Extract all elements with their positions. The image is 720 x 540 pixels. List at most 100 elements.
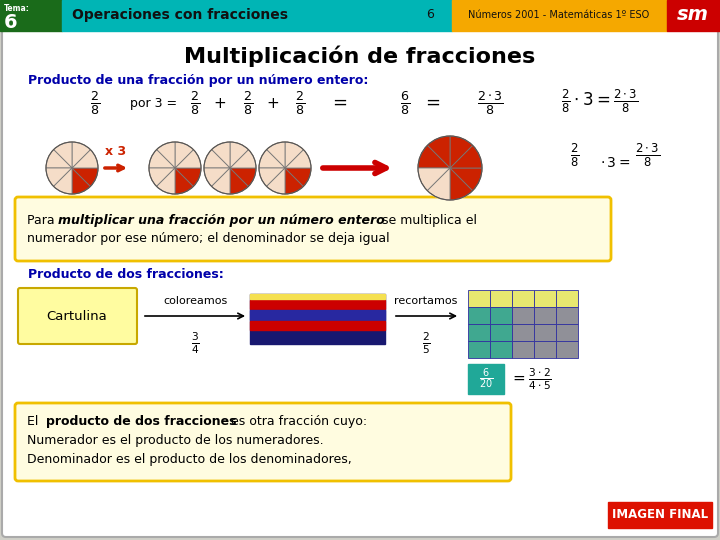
Text: Denominador es el producto de los denominadores,: Denominador es el producto de los denomi… (27, 453, 352, 466)
Circle shape (259, 142, 311, 194)
Wedge shape (285, 150, 311, 168)
Text: $\frac{2}{8}$: $\frac{2}{8}$ (295, 89, 305, 117)
Wedge shape (149, 168, 175, 186)
Text: $\frac{2}{8} \cdot 3 = \frac{2 \cdot 3}{8}$: $\frac{2}{8} \cdot 3 = \frac{2 \cdot 3}{… (562, 87, 639, 114)
Text: Tema:: Tema: (4, 4, 30, 13)
Text: multiplicar una fracción por un número entero: multiplicar una fracción por un número e… (58, 214, 384, 227)
Wedge shape (450, 168, 472, 200)
Wedge shape (72, 168, 98, 186)
Text: $\frac{2}{8}$: $\frac{2}{8}$ (90, 89, 100, 117)
Bar (534, 290, 556, 307)
Wedge shape (204, 168, 230, 186)
Wedge shape (175, 142, 194, 168)
Text: $\frac{2 \cdot 3}{8}$: $\frac{2 \cdot 3}{8}$ (636, 141, 660, 168)
Bar (62, 0, 407, 31)
Bar (512, 307, 534, 324)
Text: $\cdot\,3 = $: $\cdot\,3 = $ (600, 156, 630, 170)
Text: se multiplica el: se multiplica el (378, 214, 477, 227)
Text: Multiplicación de fracciones: Multiplicación de fracciones (184, 45, 536, 67)
Text: =: = (333, 94, 348, 112)
Wedge shape (450, 145, 482, 168)
Wedge shape (53, 142, 72, 168)
Bar (556, 307, 578, 324)
Bar (0, 0, 62, 31)
Wedge shape (204, 150, 230, 168)
Text: producto de dos fracciones: producto de dos fracciones (46, 415, 236, 428)
Text: numerador por ese número; el denominador se deja igual: numerador por ese número; el denominador… (27, 232, 390, 245)
Bar (608, 502, 712, 528)
Text: es otra fracción cuyo:: es otra fracción cuyo: (227, 415, 367, 428)
Text: Operaciones con fracciones: Operaciones con fracciones (72, 8, 288, 22)
Bar (534, 307, 556, 324)
Wedge shape (418, 145, 450, 168)
Wedge shape (212, 142, 230, 168)
Bar (512, 341, 534, 358)
FancyBboxPatch shape (15, 197, 611, 261)
Text: $\frac{2}{8}$: $\frac{2}{8}$ (570, 141, 580, 168)
Wedge shape (285, 142, 303, 168)
Wedge shape (46, 150, 72, 168)
Bar (407, 0, 452, 31)
Wedge shape (418, 168, 450, 191)
Text: Para: Para (27, 214, 58, 227)
FancyBboxPatch shape (18, 288, 137, 344)
Bar (512, 290, 534, 307)
Text: $\frac{6}{20}$: $\frac{6}{20}$ (479, 367, 493, 391)
Text: coloreamos: coloreamos (163, 296, 227, 306)
Text: sm: sm (677, 5, 709, 24)
Text: recortamos: recortamos (395, 296, 458, 306)
Bar (250, 294, 385, 344)
Wedge shape (230, 142, 248, 168)
Text: x 3: x 3 (105, 145, 127, 158)
Wedge shape (450, 136, 472, 168)
Wedge shape (53, 168, 72, 194)
Wedge shape (175, 150, 201, 168)
Wedge shape (285, 168, 303, 194)
Wedge shape (175, 168, 201, 186)
Text: 6: 6 (426, 9, 434, 22)
Circle shape (418, 136, 482, 200)
Circle shape (149, 142, 201, 194)
Bar (250, 321, 385, 330)
Text: $\frac{2}{5}$: $\frac{2}{5}$ (422, 330, 431, 355)
Text: $\frac{3}{4}$: $\frac{3}{4}$ (191, 330, 199, 355)
Text: $\frac{2}{8}$: $\frac{2}{8}$ (243, 89, 253, 117)
Bar (556, 341, 578, 358)
Bar (250, 310, 385, 320)
Circle shape (204, 142, 256, 194)
Wedge shape (285, 168, 311, 186)
Wedge shape (230, 150, 256, 168)
Bar (490, 307, 512, 324)
Wedge shape (450, 168, 482, 191)
Bar (512, 324, 534, 341)
Text: Cartulina: Cartulina (47, 309, 107, 322)
Bar (468, 341, 490, 358)
Wedge shape (266, 168, 285, 194)
Text: El: El (27, 415, 42, 428)
Wedge shape (157, 168, 175, 194)
Wedge shape (230, 168, 256, 186)
Wedge shape (149, 150, 175, 168)
Text: $= \frac{3 \cdot 2}{4 \cdot 5}$: $= \frac{3 \cdot 2}{4 \cdot 5}$ (510, 366, 552, 392)
Wedge shape (428, 136, 450, 168)
Text: Numerador es el producto de los numeradores.: Numerador es el producto de los numerado… (27, 434, 323, 447)
Text: $\frac{2 \cdot 3}{8}$: $\frac{2 \cdot 3}{8}$ (477, 89, 503, 117)
Circle shape (46, 142, 98, 194)
Text: 6: 6 (4, 13, 17, 32)
Wedge shape (259, 150, 285, 168)
Text: +: + (214, 96, 226, 111)
Wedge shape (428, 168, 450, 200)
Text: $\frac{6}{8}$: $\frac{6}{8}$ (400, 89, 410, 117)
Text: $\frac{2}{8}$: $\frac{2}{8}$ (190, 89, 200, 117)
Bar (468, 307, 490, 324)
Bar (250, 294, 385, 299)
FancyBboxPatch shape (2, 29, 718, 537)
Wedge shape (46, 168, 72, 186)
Wedge shape (266, 142, 285, 168)
Bar (250, 300, 385, 309)
FancyBboxPatch shape (15, 403, 511, 481)
Wedge shape (72, 142, 91, 168)
Wedge shape (175, 168, 194, 194)
Wedge shape (157, 142, 175, 168)
Wedge shape (230, 168, 248, 194)
